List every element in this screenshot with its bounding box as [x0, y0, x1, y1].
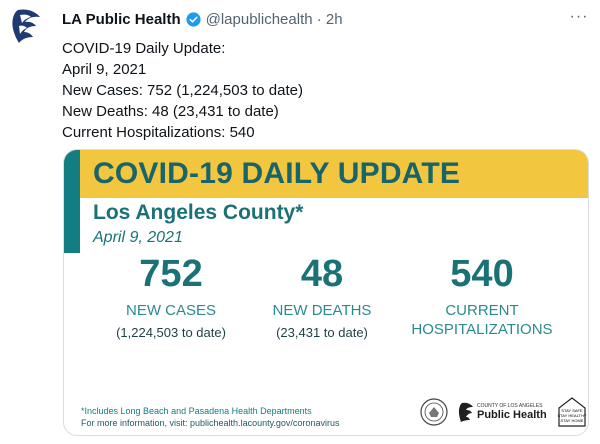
- card-date: April 9, 2021: [93, 229, 183, 246]
- tweet-line: New Deaths: 48 (23,431 to date): [62, 103, 279, 120]
- badge-line: STAY SAFE: [561, 408, 583, 413]
- avatar[interactable]: [6, 4, 52, 50]
- tweet-image[interactable]: COVID-19 DAILY UPDATE Los Angeles County…: [63, 149, 589, 436]
- tweet-line: April 9, 2021: [62, 61, 147, 78]
- public-health-mark-icon: [458, 402, 473, 422]
- stay-safe-badge: STAY SAFE STAY HEALTHY STAY HOME: [557, 397, 587, 427]
- tweet-line: Current Hospitalizations: 540: [62, 124, 255, 141]
- stat-current-hospitalizations: 540 CURRENT HOSPITALIZATIONS: [397, 252, 567, 339]
- public-health-logo: COUNTY OF LOS ANGELES Public Health: [458, 401, 547, 423]
- more-options-button[interactable]: ···: [569, 8, 589, 25]
- logos: COUNTY OF LOS ANGELES Public Health STAY…: [420, 397, 587, 427]
- banner-title: COVID-19 DAILY UPDATE: [93, 157, 461, 190]
- footnote-info: For more information, visit: publichealt…: [81, 418, 340, 428]
- footnote: *Includes Long Beach and Pasadena Health…: [81, 405, 339, 429]
- stat-value: 48: [300, 253, 344, 295]
- tweet-line: New Cases: 752 (1,224,503 to date): [62, 82, 303, 99]
- county-seal-icon: [420, 398, 448, 426]
- stat-new-deaths: 48 NEW DEATHS (23,431 to date): [237, 252, 407, 341]
- handle-and-time[interactable]: @lapublichealth · 2h: [205, 10, 343, 28]
- stat-sub: (1,224,503 to date): [116, 325, 226, 340]
- logo-public-health-text: Public Health: [477, 409, 547, 421]
- la-public-health-logo-icon: [12, 9, 40, 44]
- stat-label: NEW CASES: [125, 302, 216, 319]
- stat-label: CURRENT: [445, 302, 519, 319]
- tweet-line: COVID-19 Daily Update:: [62, 40, 226, 57]
- county-tab: [64, 198, 80, 253]
- verified-badge-icon: [186, 11, 201, 27]
- county-title: Los Angeles County*: [93, 201, 304, 224]
- tweet-header: LA Public Health @lapublichealth · 2h: [62, 9, 343, 29]
- badge-line: STAY HEALTHY: [557, 413, 586, 418]
- display-name[interactable]: LA Public Health: [62, 10, 181, 28]
- stat-value: 540: [450, 253, 514, 295]
- banner-tab: [64, 150, 80, 198]
- tweet-text: COVID-19 Daily Update: April 9, 2021 New…: [62, 38, 303, 143]
- stat-new-cases: 752 NEW CASES (1,224,503 to date): [86, 252, 256, 341]
- footnote-sources: *Includes Long Beach and Pasadena Health…: [81, 406, 312, 416]
- stat-sub: (23,431 to date): [276, 325, 368, 340]
- badge-line: STAY HOME: [560, 418, 583, 423]
- stat-label: NEW DEATHS: [272, 302, 372, 319]
- banner: COVID-19 DAILY UPDATE: [64, 150, 588, 198]
- stat-label: HOSPITALIZATIONS: [411, 321, 553, 338]
- logo-county-text: COUNTY OF LOS ANGELES: [477, 403, 543, 409]
- stat-value: 752: [139, 253, 203, 295]
